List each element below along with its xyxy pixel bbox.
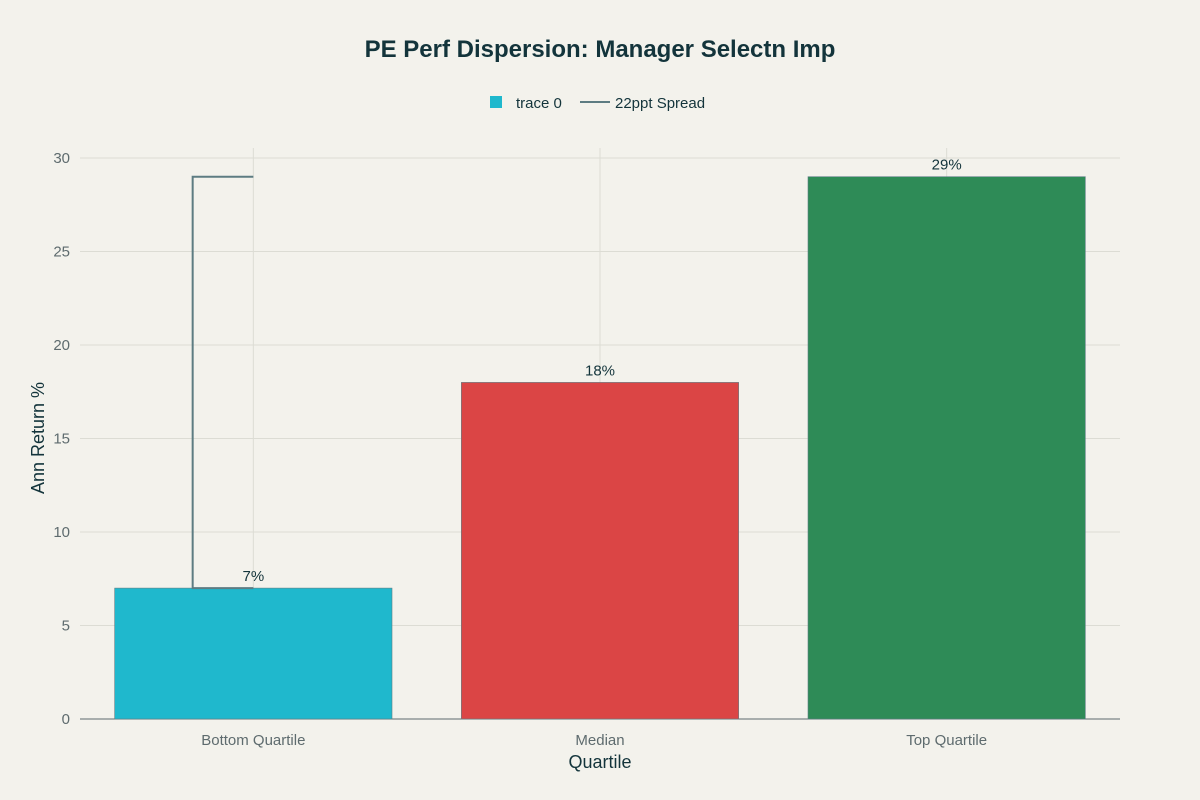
legend-label-bar[interactable]: trace 0 (516, 95, 562, 112)
y-axis-label: Ann Return % (28, 382, 48, 494)
y-tick-label: 10 (53, 524, 70, 541)
y-tick-label: 25 (53, 244, 70, 261)
chart-title: PE Perf Dispersion: Manager Selectn Imp (365, 36, 836, 63)
data-label: 18% (585, 362, 615, 379)
x-axis-label: Quartile (568, 752, 631, 772)
data-label: 7% (242, 568, 264, 585)
legend-label-line[interactable]: 22ppt Spread (615, 95, 705, 112)
bar (461, 382, 739, 720)
legend-swatch-bar (490, 96, 502, 108)
y-tick-label: 15 (53, 431, 70, 448)
legend[interactable]: trace 0 22ppt Spread (490, 95, 705, 112)
data-label: 29% (932, 157, 962, 174)
y-tick-label: 5 (62, 618, 70, 635)
bar (114, 587, 393, 720)
y-tick-label: 30 (53, 150, 70, 167)
x-tick-label: Median (575, 732, 624, 749)
bar (807, 176, 1086, 720)
spread-line (191, 175, 254, 590)
x-tick-label: Bottom Quartile (201, 732, 305, 749)
x-tick-label: Top Quartile (906, 732, 987, 749)
y-tick-label: 20 (53, 337, 70, 354)
y-tick-label: 0 (62, 711, 70, 728)
